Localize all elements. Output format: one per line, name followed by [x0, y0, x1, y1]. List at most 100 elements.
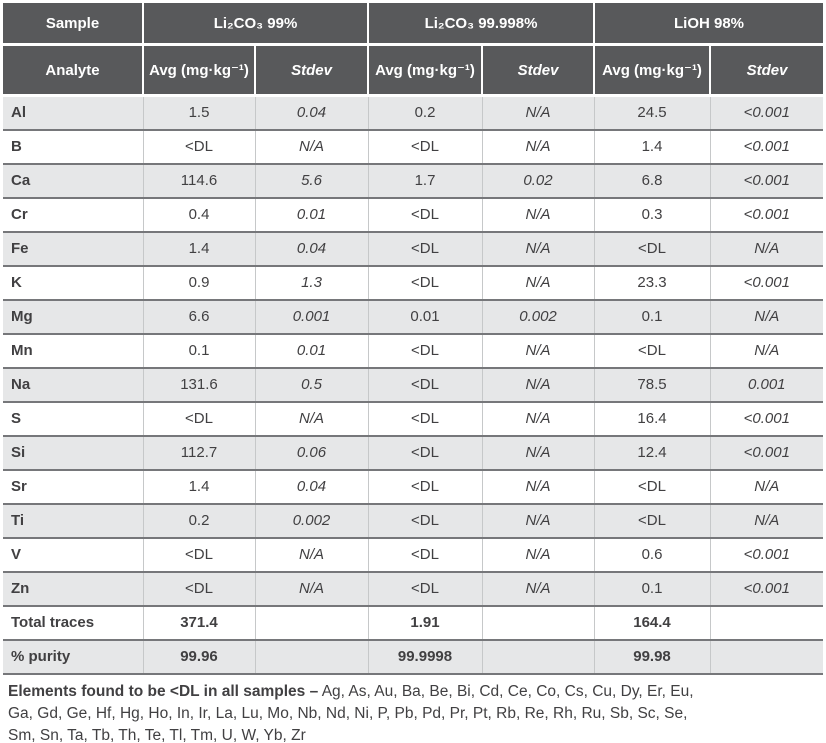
avg-value-cell: 99.9998 [367, 639, 482, 675]
footnote-line-2: Ga, Gd, Ge, Hf, Hg, Ho, In, Ir, La, Lu, … [8, 705, 688, 722]
stdev-value-cell: <0.001 [709, 197, 824, 232]
avg-value-cell: 99.98 [593, 639, 711, 675]
stdev-value-cell [709, 639, 824, 675]
stdev-value-cell: 0.04 [254, 469, 368, 504]
analyte-cell: Mg [3, 299, 143, 334]
stdev-value-cell: N/A [481, 197, 595, 232]
stdev-value-cell: N/A [481, 129, 595, 164]
stdev-value-cell [254, 605, 368, 640]
avg-value-cell: <DL [367, 231, 482, 266]
stdev-value-cell: 0.001 [709, 367, 824, 402]
avg-value-cell: 6.6 [142, 299, 255, 334]
avg-value-cell: <DL [593, 469, 711, 504]
stdev-value-cell [481, 605, 595, 640]
stdev-value-cell: N/A [254, 129, 368, 164]
table-row: Ca 114.6 5.6 1.7 0.02 6.8 <0.001 [3, 163, 824, 198]
footnote-line-3: Sm, Sn, Ta, Tb, Th, Te, Tl, Tm, U, W, Yb… [8, 727, 306, 743]
avg-value-cell: <DL [367, 537, 482, 572]
avg-value-cell: <DL [367, 503, 482, 538]
avg-value-cell: <DL [367, 265, 482, 300]
avg-value-cell: 0.6 [593, 537, 711, 572]
avg-value-cell: 0.4 [142, 197, 255, 232]
avg-value-cell: 0.1 [593, 299, 711, 334]
avg-value-cell: 16.4 [593, 401, 711, 436]
stdev-value-cell: 0.02 [481, 163, 595, 198]
stdev-value-cell [709, 605, 824, 640]
avg-value-cell: 131.6 [142, 367, 255, 402]
analyte-cell: Zn [3, 571, 143, 606]
avg-value-cell: <DL [593, 231, 711, 266]
stdev-value-cell: N/A [481, 435, 595, 470]
table-row: K 0.9 1.3 <DL N/A 23.3 <0.001 [3, 265, 824, 300]
stdev-value-cell: N/A [254, 571, 368, 606]
analyte-cell: V [3, 537, 143, 572]
avg-value-cell: <DL [367, 401, 482, 436]
footnote-line-1: Ag, As, Au, Ba, Be, Bi, Cd, Ce, Co, Cs, … [321, 683, 694, 700]
avg-value-cell: 1.4 [142, 231, 255, 266]
avg-value-cell: <DL [593, 503, 711, 538]
table-header: Sample Li₂CO₃ 99% Li₂CO₃ 99.998% LiOH 98… [3, 3, 824, 97]
avg-value-cell: <DL [367, 469, 482, 504]
stdev-value-cell: N/A [709, 469, 824, 504]
avg-value-cell: 1.7 [367, 163, 482, 198]
stdev-value-cell: <0.001 [709, 435, 824, 470]
avg-value-cell: 99.96 [142, 639, 255, 675]
stdev-value-cell: 0.5 [254, 367, 368, 402]
analyte-cell: K [3, 265, 143, 300]
avg-value-cell: 0.1 [142, 333, 255, 368]
avg-value-cell: 0.3 [593, 197, 711, 232]
analyte-cell: Si [3, 435, 143, 470]
table-row: B <DL N/A <DL N/A 1.4 <0.001 [3, 129, 824, 164]
stdev-value-cell: 0.04 [254, 231, 368, 266]
stdev-value-cell: N/A [254, 537, 368, 572]
stdev-value-cell: N/A [709, 231, 824, 266]
stdev-value-cell: N/A [481, 537, 595, 572]
avg-value-cell: 164.4 [593, 605, 711, 640]
stdev-value-cell: 0.01 [254, 333, 368, 368]
table-row: Mn 0.1 0.01 <DL N/A <DL N/A [3, 333, 824, 368]
table-row: Al 1.5 0.04 0.2 N/A 24.5 <0.001 [3, 94, 824, 130]
sample-group-li2co3-99: Li₂CO₃ 99% [142, 3, 368, 46]
table-row: S <DL N/A <DL N/A 16.4 <0.001 [3, 401, 824, 436]
avg-value-cell: 0.1 [593, 571, 711, 606]
stdev-value-cell: N/A [481, 571, 595, 606]
stdev-value-cell: <0.001 [709, 401, 824, 436]
summary-row: % purity 99.96 99.9998 99.98 [3, 639, 824, 675]
avg-value-cell: 0.9 [142, 265, 255, 300]
analyte-cell: Al [3, 94, 143, 130]
stdev-value-cell: N/A [709, 299, 824, 334]
stdev-value-cell: 0.001 [254, 299, 368, 334]
avg-value-cell: 114.6 [142, 163, 255, 198]
avg-header-cell: Avg (mg·kg⁻¹) [142, 44, 255, 97]
avg-value-cell: <DL [367, 333, 482, 368]
avg-value-cell: <DL [367, 129, 482, 164]
analyte-cell: Cr [3, 197, 143, 232]
avg-value-cell: <DL [367, 197, 482, 232]
stdev-value-cell: N/A [481, 401, 595, 436]
stdev-value-cell [254, 639, 368, 675]
analyte-cell: Sr [3, 469, 143, 504]
avg-value-cell: 1.5 [142, 94, 255, 130]
avg-value-cell: 112.7 [142, 435, 255, 470]
table-row: Fe 1.4 0.04 <DL N/A <DL N/A [3, 231, 824, 266]
summary-label-cell: % purity [3, 639, 143, 675]
stdev-value-cell: N/A [481, 333, 595, 368]
summary-label-cell: Total traces [3, 605, 143, 640]
column-header-row: Analyte Avg (mg·kg⁻¹) Stdev Avg (mg·kg⁻¹… [3, 44, 824, 97]
avg-value-cell: 24.5 [593, 94, 711, 130]
avg-value-cell: <DL [367, 435, 482, 470]
table-row: Zn <DL N/A <DL N/A 0.1 <0.001 [3, 571, 824, 606]
stdev-value-cell: 0.06 [254, 435, 368, 470]
avg-value-cell: <DL [142, 129, 255, 164]
analyte-cell: Ca [3, 163, 143, 198]
stdev-value-cell: <0.001 [709, 265, 824, 300]
stdev-value-cell: N/A [481, 503, 595, 538]
stdev-value-cell: 0.002 [481, 299, 595, 334]
table-row: Sr 1.4 0.04 <DL N/A <DL N/A [3, 469, 824, 504]
analyte-cell: Ti [3, 503, 143, 538]
avg-value-cell: <DL [593, 333, 711, 368]
avg-value-cell: <DL [367, 571, 482, 606]
avg-value-cell: <DL [142, 537, 255, 572]
avg-value-cell: 0.2 [142, 503, 255, 538]
